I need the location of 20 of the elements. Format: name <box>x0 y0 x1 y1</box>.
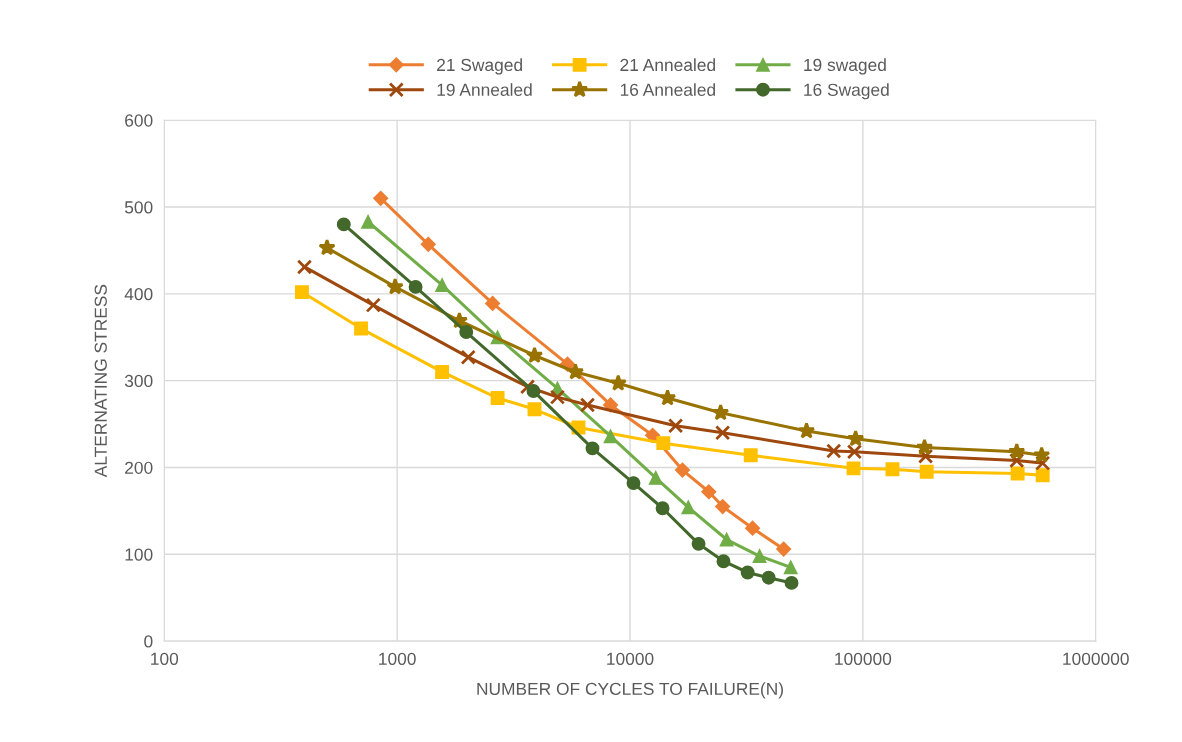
legend-label: 16 Swaged <box>804 83 889 100</box>
y-tick-label: 300 <box>124 374 153 388</box>
y-tick-label: 100 <box>125 548 153 561</box>
x-tick-label: 100000 <box>835 652 892 665</box>
y-axis-title: ALTERNATING STRESS <box>94 284 107 478</box>
x-tick-label: 100 <box>151 652 179 665</box>
legend-label: 16 Annealed <box>620 83 715 96</box>
x-tick-label: 10000 <box>607 652 654 665</box>
x-tick-label: 1000000 <box>1063 652 1129 665</box>
y-tick-label: 0 <box>144 635 153 648</box>
legend-label: 21 Annealed <box>620 58 715 72</box>
y-tick-label: 600 <box>125 114 153 127</box>
y-tick-label: 500 <box>124 201 153 214</box>
legend-label: 21 Swaged <box>437 58 522 75</box>
legend-label: 19 swaged <box>804 58 886 75</box>
y-tick-label: 400 <box>124 288 153 301</box>
y-tick-label: 200 <box>125 461 153 474</box>
x-tick-label: 1000 <box>379 652 416 665</box>
legend-label: 19 Annealed <box>437 83 532 96</box>
x-axis-title: NUMBER OF CYCLES TO FAILURE(N) <box>477 682 783 699</box>
